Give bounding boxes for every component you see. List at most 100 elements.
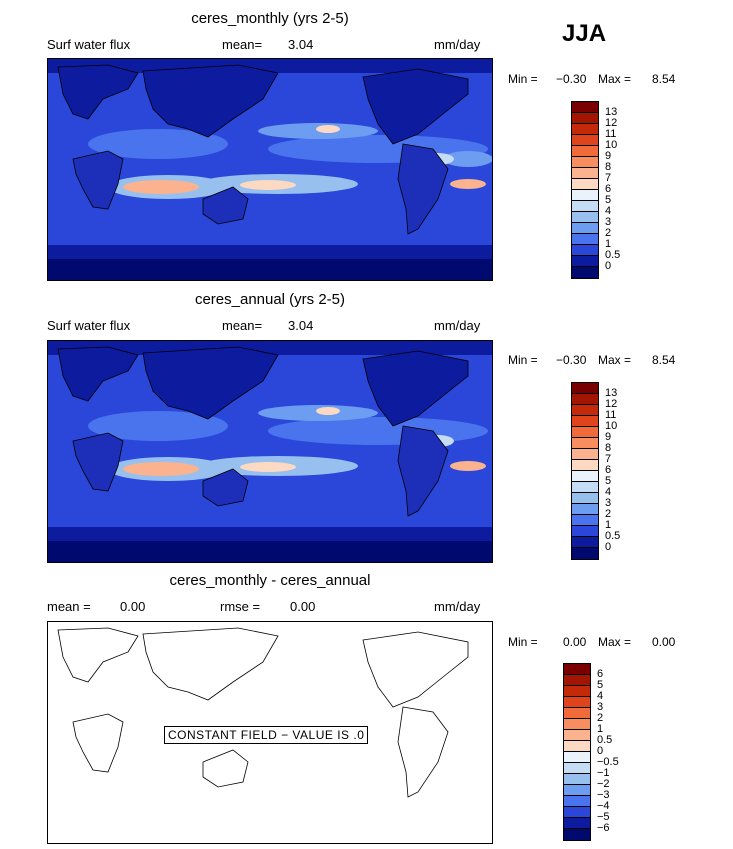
colorbar-tick-label: 5 — [605, 475, 612, 487]
panel-2-max-label: Max = — [598, 353, 632, 367]
colorbar-swatch — [572, 548, 598, 559]
colorbar-swatch — [572, 267, 598, 278]
panel-3-min-label: Min = — [508, 635, 538, 649]
colorbar-tick-label: 0 — [605, 541, 612, 553]
colorbar-swatch — [572, 383, 598, 394]
colorbar-swatch — [572, 460, 598, 471]
colorbar-swatch — [564, 664, 590, 675]
colorbar-swatch — [572, 179, 598, 190]
colorbar-tick-label: 13 — [605, 106, 618, 118]
colorbar-tick-label: 5 — [605, 194, 612, 206]
panel-2-mean-value: 3.04 — [288, 318, 314, 333]
colorbar-tick-label: 12 — [605, 398, 618, 410]
colorbar-tick-label: −0.5 — [597, 756, 619, 768]
panel-3-colorbar-ticks: 6 5 4 3 2 1 0.5 0 −0.5 −1 −2 −3 −4 −5 −6 — [597, 669, 619, 834]
panel-3-rmse-value: 0.00 — [290, 599, 316, 614]
panel-2-units: mm/day — [434, 318, 481, 333]
colorbar-tick-label: −5 — [597, 811, 610, 823]
colorbar-swatch — [564, 785, 590, 796]
colorbar-tick-label: 11 — [605, 128, 617, 140]
colorbar-swatch — [564, 730, 590, 741]
colorbar-tick-label: 10 — [605, 420, 618, 432]
colorbar-swatch — [572, 405, 598, 416]
colorbar-tick-label: 11 — [605, 409, 617, 421]
colorbar-swatch — [564, 807, 590, 818]
colorbar-swatch — [572, 427, 598, 438]
colorbar-swatch — [572, 526, 598, 537]
colorbar-tick-label: 0.5 — [605, 249, 621, 261]
colorbar-swatch — [564, 829, 590, 840]
colorbar-tick-label: 0 — [605, 260, 612, 272]
colorbar-swatch — [564, 796, 590, 807]
colorbar-tick-label: 1 — [597, 723, 604, 735]
panel-2-colorbar — [571, 382, 599, 560]
colorbar-tick-label: 12 — [605, 117, 618, 129]
panel-1-map — [47, 58, 493, 281]
colorbar-tick-label: 8 — [605, 161, 612, 173]
colorbar-tick-label: 2 — [605, 508, 612, 520]
colorbar-tick-label: −6 — [597, 822, 610, 834]
panel-3-constant-field-note: CONSTANT FIELD − VALUE IS .0 — [164, 726, 369, 744]
colorbar-swatch — [572, 438, 598, 449]
colorbar-swatch — [572, 537, 598, 548]
colorbar-tick-label: 0 — [597, 745, 604, 757]
colorbar-tick-label: 5 — [597, 679, 604, 691]
panel-2-title: ceres_annual (yrs 2-5) — [194, 291, 346, 308]
colorbar-swatch — [572, 102, 598, 113]
colorbar-tick-label: 3 — [597, 701, 604, 713]
colorbar-tick-label: 3 — [605, 497, 612, 509]
panel-1-units: mm/day — [434, 37, 481, 52]
colorbar-swatch — [572, 190, 598, 201]
colorbar-tick-label: 2 — [605, 227, 612, 239]
colorbar-swatch — [572, 234, 598, 245]
colorbar-swatch — [564, 763, 590, 774]
panel-1-mean-value: 3.04 — [288, 37, 314, 52]
colorbar-tick-label: 9 — [605, 150, 612, 162]
colorbar-swatch — [572, 223, 598, 234]
season-label: JJA — [562, 20, 607, 47]
colorbar-swatch — [572, 124, 598, 135]
colorbar-swatch — [572, 245, 598, 256]
colorbar-tick-label: 8 — [605, 442, 612, 454]
panel-3-title: ceres_monthly - ceres_annual — [169, 572, 371, 589]
colorbar-tick-label: −2 — [597, 778, 610, 790]
colorbar-swatch — [572, 394, 598, 405]
panel-2-colorbar-ticks: 13 12 11 10 9 8 7 6 5 4 3 2 1 0.5 0 — [605, 388, 620, 553]
colorbar-tick-label: 6 — [605, 183, 612, 195]
colorbar-tick-label: −1 — [597, 767, 610, 779]
colorbar-swatch — [564, 708, 590, 719]
colorbar-swatch — [572, 482, 598, 493]
colorbar-tick-label: 9 — [605, 431, 612, 443]
colorbar-swatch — [572, 504, 598, 515]
colorbar-swatch — [564, 774, 590, 785]
colorbar-swatch — [572, 212, 598, 223]
panel-2-mean-label: mean= — [222, 318, 263, 333]
colorbar-tick-label: 4 — [605, 205, 612, 217]
panel-3-map-outline — [57, 627, 469, 798]
panel-1-map-field — [48, 59, 492, 280]
colorbar-swatch — [572, 168, 598, 179]
colorbar-swatch — [564, 686, 590, 697]
colorbar-tick-label: 7 — [605, 453, 612, 465]
panel-1-max-value: 8.54 — [652, 72, 676, 86]
colorbar-tick-label: 1 — [605, 519, 612, 531]
colorbar-tick-label: 4 — [597, 690, 604, 702]
panel-3-max-value: 0.00 — [652, 635, 676, 649]
colorbar-swatch — [564, 675, 590, 686]
colorbar-swatch — [564, 719, 590, 730]
colorbar-tick-label: 0.5 — [605, 530, 621, 542]
colorbar-swatch — [572, 256, 598, 267]
panel-3-colorbar — [563, 663, 591, 841]
colorbar-tick-label: 3 — [605, 216, 612, 228]
colorbar-swatch — [564, 752, 590, 763]
panel-1-min-label: Min = — [508, 72, 538, 86]
colorbar-tick-label: 10 — [605, 139, 618, 151]
panel-1-max-label: Max = — [598, 72, 632, 86]
colorbar-tick-label: 1 — [605, 238, 612, 250]
colorbar-swatch — [564, 741, 590, 752]
panel-3-max-label: Max = — [598, 635, 632, 649]
colorbar-tick-label: 6 — [605, 464, 612, 476]
colorbar-swatch — [564, 818, 590, 829]
colorbar-tick-label: 7 — [605, 172, 612, 184]
panel-2-min-value: −0.30 — [556, 353, 587, 367]
